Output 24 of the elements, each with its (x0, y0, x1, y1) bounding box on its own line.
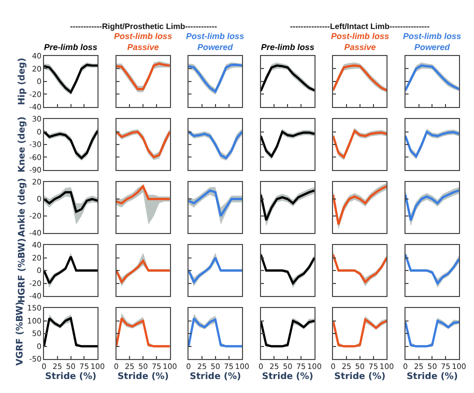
x-axis-title: Stride (%) (334, 372, 386, 382)
chart-title: Pre-limb loss (261, 42, 315, 52)
x-axis-title: Stride (%) (117, 372, 169, 382)
chart-subtitle: Powered (197, 42, 234, 52)
y-axis-title: Knee (deg) (18, 116, 28, 172)
text: ------------Right/Prosthetic Limb------------ (70, 22, 218, 31)
x-axis-title: Stride (%) (406, 372, 458, 382)
chart-title: Post-limb loss (114, 31, 172, 41)
x-axis-title: Stride (%) (262, 372, 314, 382)
line-series (44, 191, 98, 213)
x-axis-title: Stride (%) (190, 372, 241, 382)
y-axis-title: Ankle (deg) (18, 178, 28, 237)
y-axis-title: Hip (deg) (18, 58, 28, 106)
chart-title: Post-limb loss (186, 31, 244, 41)
y-axis-title: HGRF (%BW) (18, 238, 28, 303)
chart-title: Post-limb loss (403, 31, 462, 41)
chart-title: Pre-limb loss (44, 42, 98, 52)
text: ---------------Left/Intact Limb--------------- (290, 22, 430, 31)
chart-subtitle: Passive (127, 42, 160, 52)
chart-subtitle: Powered (414, 42, 451, 52)
chart-subtitle: Passive (344, 42, 376, 52)
y-axis-title: VGRF (%BW) (16, 301, 26, 366)
x-axis-title: Stride (%) (45, 372, 96, 382)
chart-title: Post-limb loss (331, 31, 390, 41)
